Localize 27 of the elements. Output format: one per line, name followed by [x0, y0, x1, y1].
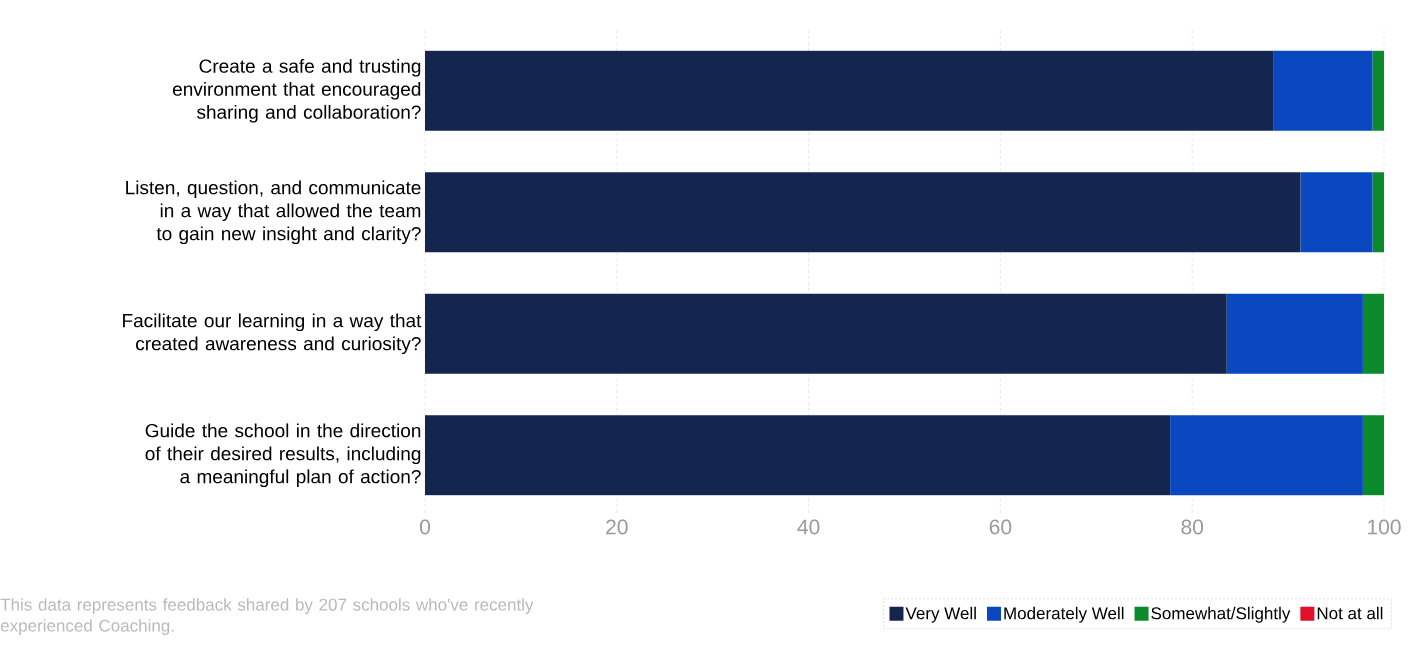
- bar: [1273, 50, 1373, 131]
- y-tick-label: Create a safe and trusting environment that encouraged sharing and collaboration?: [172, 58, 421, 123]
- legend-label: Not at all: [1317, 606, 1383, 620]
- x-tick-label: 100: [1368, 519, 1401, 535]
- bar: [1372, 50, 1385, 131]
- bar: [425, 415, 1171, 496]
- y-tick-label: Guide the school in the direction of their desired results, including a meaningful plan of action?: [145, 423, 421, 488]
- bar: [425, 50, 1274, 131]
- x-tick-label: 80: [1181, 519, 1204, 535]
- x-tick-label: 60: [989, 519, 1012, 535]
- x-tick-label: 20: [606, 519, 628, 535]
- bar: [1362, 415, 1385, 496]
- x-tick-label: 0: [419, 519, 431, 535]
- x-tick-label: 40: [797, 519, 820, 535]
- text: This data represents feedback shared by 207 schools who've recently experienced Coaching.: [0, 598, 534, 636]
- bar: [425, 172, 1301, 253]
- bar: [425, 293, 1227, 374]
- bar: [1372, 172, 1385, 253]
- bar: [1226, 293, 1363, 374]
- bar: [1300, 172, 1373, 253]
- y-tick-label: Facilitate our learning in a way that created awareness and curiosity?: [123, 313, 422, 355]
- legend-label: Somewhat/Slightly: [1151, 606, 1291, 623]
- bar: [1362, 293, 1385, 374]
- y-tick-label: Listen, question, and communicate in a way that allowed the team to gain new insight and clarity?: [126, 180, 421, 245]
- bar: [1170, 415, 1363, 496]
- legend-label: Very Well: [905, 606, 976, 623]
- legend-label: Moderately Well: [1004, 606, 1124, 623]
